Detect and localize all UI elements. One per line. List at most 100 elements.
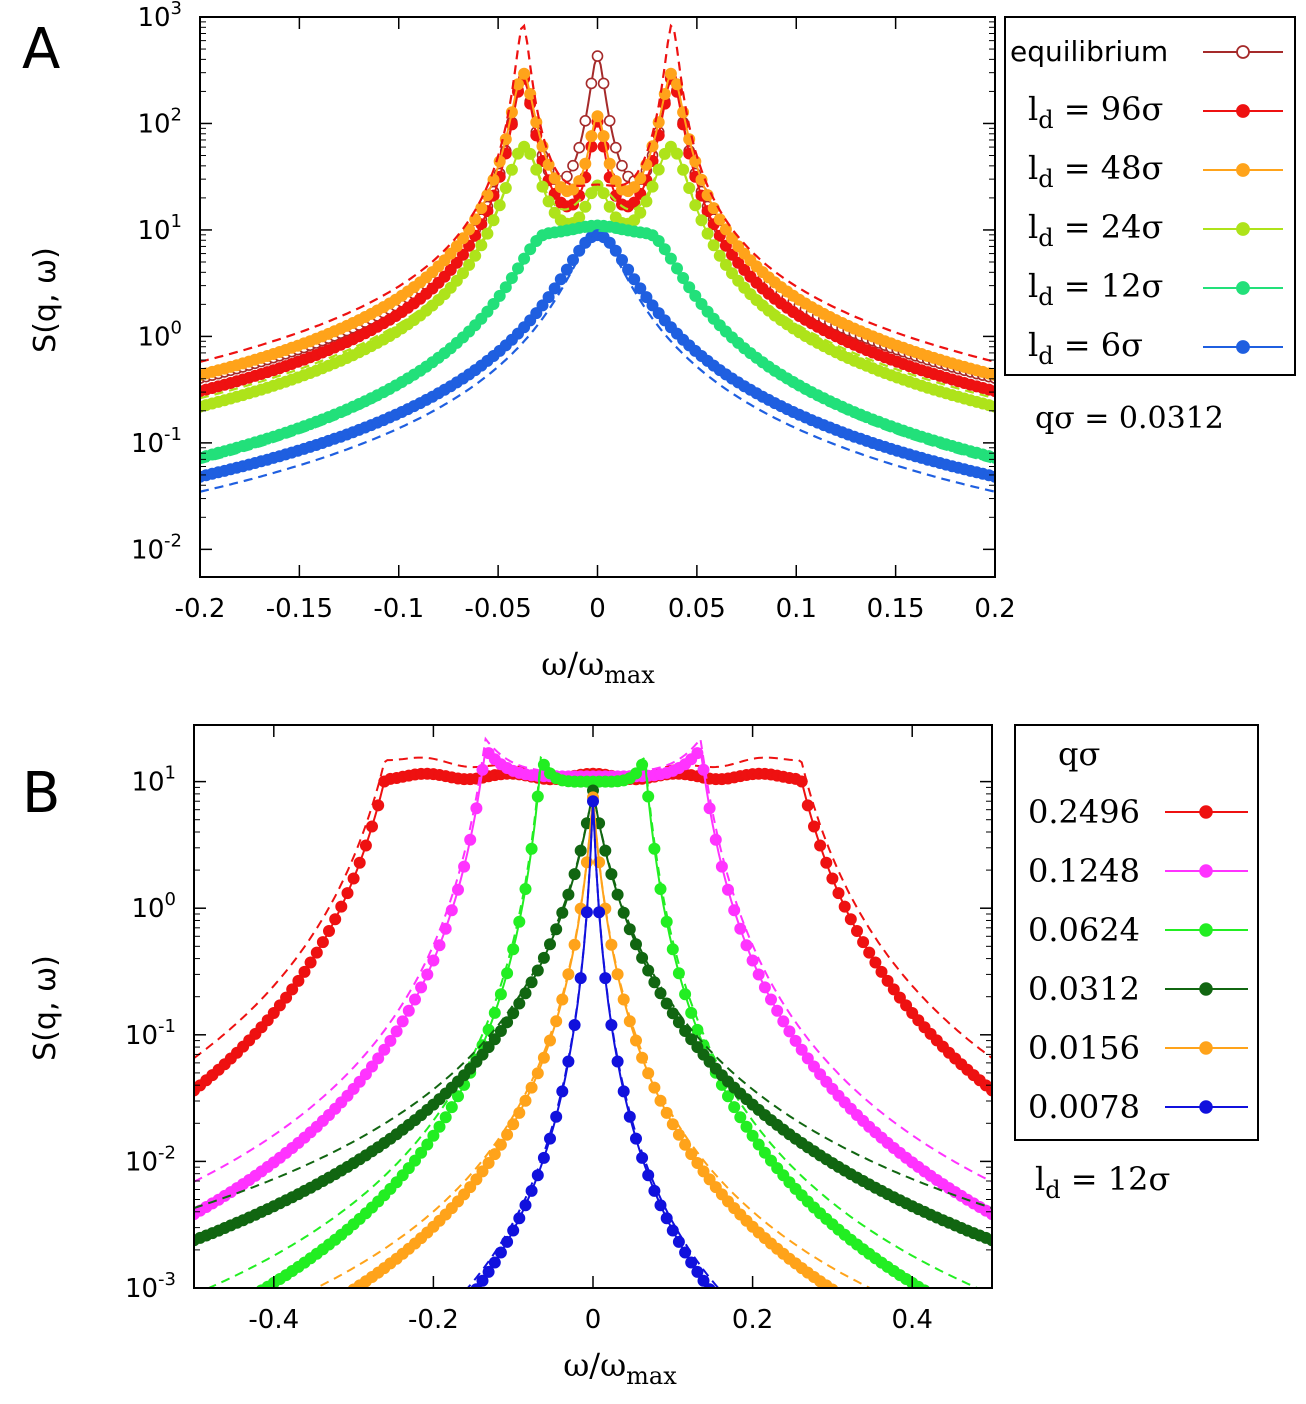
- data-point: [372, 1052, 385, 1065]
- data-point: [232, 1321, 243, 1332]
- legend-label: 0.0312: [1028, 970, 1140, 1008]
- panel-b-ylabel: S(q, ω): [28, 955, 63, 1061]
- x-tick-label: -0.1: [373, 594, 424, 624]
- data-point: [710, 1292, 721, 1303]
- data-point: [821, 1321, 832, 1332]
- data-point: [962, 1321, 973, 1332]
- data-point: [980, 1318, 991, 1329]
- legend-label: 0.0624: [1028, 911, 1140, 949]
- data-point: [457, 248, 469, 261]
- data-point: [213, 1321, 224, 1332]
- data-point: [273, 999, 286, 1012]
- data-point: [316, 936, 329, 949]
- data-point: [597, 77, 610, 90]
- data-point: [864, 1321, 875, 1332]
- data-point: [207, 1312, 218, 1323]
- data-point: [189, 1321, 200, 1332]
- data-point: [354, 1321, 365, 1332]
- legend-label: 0.0078: [1028, 1088, 1140, 1126]
- data-point: [457, 267, 469, 280]
- data-point: [703, 1283, 716, 1288]
- data-point: [525, 976, 538, 989]
- data-point: [832, 887, 845, 900]
- data-point: [603, 157, 616, 170]
- data-point: [628, 181, 641, 194]
- data-point: [505, 106, 518, 119]
- data-point: [666, 1224, 679, 1237]
- data-point: [488, 1148, 501, 1161]
- data-point: [664, 67, 677, 80]
- data-point: [691, 1157, 704, 1169]
- panel-b-letter: B: [22, 761, 60, 826]
- legend-item: 0.0156: [1028, 1029, 1248, 1067]
- data-point: [189, 1321, 200, 1332]
- panel-a-frame: [199, 16, 996, 578]
- data-point: [238, 1296, 249, 1307]
- data-point: [603, 115, 616, 127]
- data-point: [839, 1321, 850, 1332]
- legend-label: ld = 96σ: [1028, 90, 1163, 134]
- data-point: [525, 1081, 538, 1094]
- data-point: [554, 273, 567, 286]
- data-point: [660, 1212, 673, 1225]
- data-point: [893, 991, 906, 1004]
- data-point: [801, 1052, 814, 1065]
- data-point: [482, 1041, 495, 1054]
- data-point: [524, 88, 537, 100]
- y-tick-label: 10-1: [125, 1016, 176, 1051]
- data-point: [330, 1321, 341, 1332]
- data-point: [452, 1090, 464, 1103]
- data-point: [311, 1321, 322, 1332]
- data-point: [980, 1321, 991, 1332]
- data-point: [378, 1043, 391, 1056]
- data-point: [652, 235, 665, 247]
- data-point: [796, 1321, 807, 1332]
- data-point: [475, 239, 488, 252]
- data-point: [213, 1321, 224, 1332]
- data-point: [815, 1321, 826, 1332]
- data-point: [238, 1321, 249, 1332]
- data-point: [201, 1315, 212, 1326]
- data-point: [542, 291, 555, 304]
- data-point: [415, 981, 428, 994]
- data-point: [427, 954, 440, 967]
- data-point: [833, 1321, 844, 1332]
- x-tick-label: 0.15: [867, 594, 925, 624]
- data-point: [989, 400, 995, 413]
- data-point: [469, 249, 482, 262]
- data-point: [931, 1292, 942, 1303]
- y-tick-label: 101: [131, 763, 176, 798]
- data-point: [987, 1321, 998, 1332]
- data-point: [311, 1307, 322, 1318]
- data-point: [734, 922, 747, 935]
- panel-b-xlabel-main: ω/ω: [563, 1346, 626, 1384]
- data-point: [556, 906, 569, 919]
- data-point: [499, 281, 512, 294]
- data-point: [622, 263, 635, 276]
- data-point: [567, 198, 579, 211]
- data-point: [784, 1321, 795, 1332]
- data-point: [989, 385, 995, 398]
- data-point: [808, 820, 820, 833]
- data-point: [250, 1289, 261, 1300]
- data-point: [701, 189, 714, 202]
- data-point: [560, 263, 573, 276]
- data-point: [974, 1315, 985, 1326]
- data-point: [679, 1025, 692, 1037]
- data-point: [232, 1299, 243, 1310]
- data-point: [974, 1321, 985, 1332]
- data-point: [579, 157, 592, 170]
- panel-a-xlabel-sub: max: [604, 661, 655, 689]
- y-tick-label: 101: [137, 211, 182, 246]
- legend-item: ld = 48σ: [1028, 149, 1283, 193]
- legend-marker: [1199, 805, 1213, 819]
- data-point: [765, 993, 777, 1006]
- data-point: [989, 369, 995, 381]
- data-point: [567, 159, 579, 172]
- panel-b-legend-title: qσ: [1058, 735, 1100, 773]
- data-point: [390, 1025, 403, 1038]
- data-point: [672, 1016, 685, 1029]
- data-point: [845, 1321, 856, 1332]
- data-point: [481, 189, 494, 202]
- series-5: [200, 229, 995, 483]
